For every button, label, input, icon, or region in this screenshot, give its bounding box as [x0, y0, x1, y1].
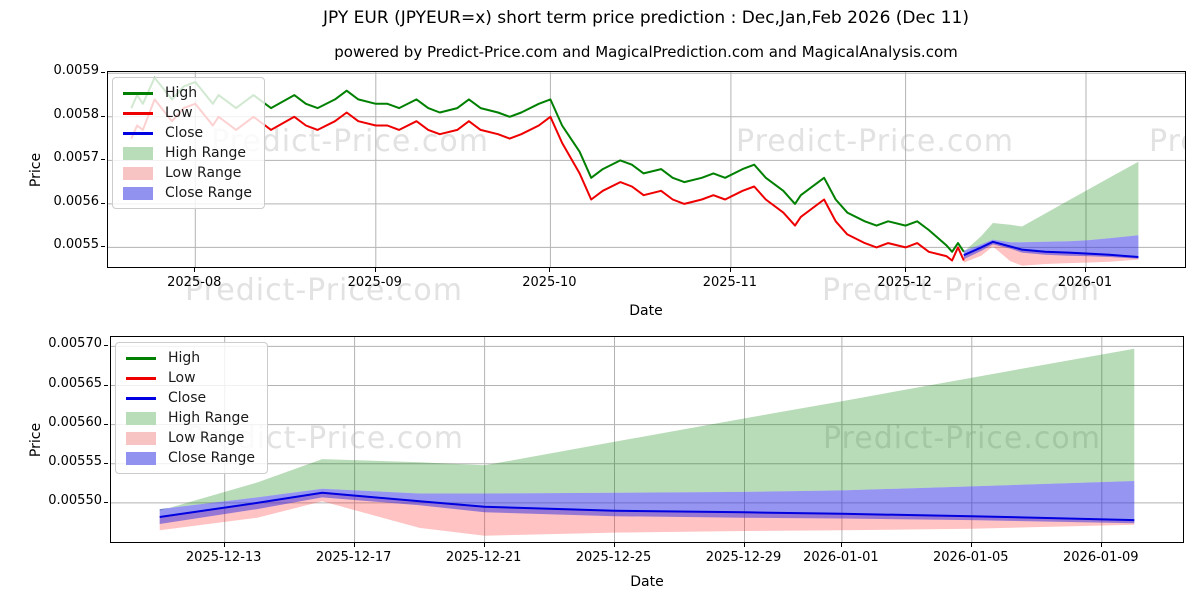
x-tick-label: 2025-11	[702, 275, 758, 290]
y-axis-label: Price	[28, 152, 44, 188]
chart-canvas	[111, 337, 1183, 542]
y-tick-label: 0.0058	[53, 106, 100, 122]
x-tick-label: 2025-12-25	[575, 550, 652, 565]
y-tick-mark	[104, 384, 108, 386]
y-tick-label: 0.0059	[53, 63, 100, 79]
x-axis-label: Date	[629, 303, 663, 319]
y-tick-mark	[101, 202, 105, 204]
legend-swatch-patch	[123, 166, 153, 180]
y-tick-label: 0.0055	[53, 237, 100, 253]
legend-swatch-line	[123, 91, 153, 95]
x-tick-mark	[483, 543, 485, 547]
x-tick-mark	[729, 268, 731, 272]
legend-swatch-line	[126, 376, 156, 380]
legend-swatch-patch	[123, 146, 153, 160]
plot-area: Predict-Price.com Predict-Price.com Pred…	[107, 71, 1186, 268]
price-history-chart: Predict-Price.com Predict-Price.com Pred…	[54, 63, 1186, 290]
legend-item: Close	[126, 390, 255, 406]
watermark-text: Predict-Price.com	[185, 273, 463, 308]
legend-swatch-patch	[126, 451, 156, 465]
forecast-detail-chart: Predict-Price.com Predict-Price.com 2025…	[48, 336, 1184, 565]
x-tick-label: 2025-12-29	[705, 550, 782, 565]
legend-item: Low Range	[123, 165, 252, 181]
x-tick-mark	[743, 543, 745, 547]
y-tick-mark	[104, 345, 108, 347]
legend-item: High	[126, 350, 255, 366]
legend-item: Low	[126, 370, 255, 386]
legend-item: Close Range	[126, 450, 255, 466]
y-tick-mark	[104, 501, 108, 503]
y-tick-mark	[104, 462, 108, 464]
x-tick-label: 2025-12-13	[185, 550, 262, 565]
legend-swatch-line	[123, 111, 153, 115]
x-tick-label: 2026-01-05	[933, 550, 1009, 565]
legend-swatch-line	[123, 131, 153, 135]
legend-label: Close	[165, 125, 204, 141]
legend-label: Low Range	[165, 165, 242, 181]
page-title: JPY EUR (JPYEUR=x) short term price pred…	[322, 8, 969, 28]
x-tick-mark	[549, 268, 551, 272]
x-tick-mark	[840, 543, 842, 547]
x-tick-label: 2025-12-21	[445, 550, 522, 565]
x-tick-label: 2025-10	[522, 275, 577, 290]
legend-label: High Range	[165, 145, 246, 161]
legend: High Low Close High Range Low Range Close Ran…	[115, 342, 268, 474]
legend-label: High	[165, 85, 198, 101]
legend-label: Low	[165, 105, 193, 121]
x-tick-mark	[613, 543, 615, 547]
legend-label: Close Range	[168, 450, 255, 466]
x-tick-label: 2026-01-01	[803, 550, 879, 565]
y-tick-label: 0.00550	[48, 492, 102, 508]
legend-item: Close	[123, 125, 252, 141]
legend-item: High Range	[126, 410, 255, 426]
legend-item: Low	[123, 105, 252, 121]
legend-swatch-line	[126, 396, 156, 400]
legend-label: Close	[168, 390, 207, 406]
y-axis-label: Price	[28, 422, 44, 458]
page-subtitle: powered by Predict-Price.com and Magical…	[334, 43, 958, 61]
x-tick-label: 2026-01-09	[1063, 550, 1139, 565]
y-tick-mark	[101, 115, 105, 117]
legend-label: High Range	[168, 410, 249, 426]
legend-swatch-patch	[126, 411, 156, 425]
watermark-text: Predict-Price.com	[1149, 124, 1185, 159]
plot-area: Predict-Price.com Predict-Price.com	[110, 336, 1184, 543]
legend-item: High Range	[123, 145, 252, 161]
watermark-text: Predict-Price.com	[736, 124, 1014, 159]
y-tick-mark	[101, 246, 105, 248]
legend-swatch-line	[126, 356, 156, 360]
legend-swatch-patch	[123, 186, 153, 200]
x-tick-mark	[223, 543, 225, 547]
y-tick-label: 0.00570	[48, 336, 102, 352]
y-tick-mark	[104, 423, 108, 425]
legend-swatch-patch	[126, 431, 156, 445]
y-tick-mark	[101, 159, 105, 161]
watermark-text: Predict-Price.com	[823, 420, 1101, 458]
x-tick-label: 2025-12-17	[315, 550, 392, 565]
x-axis-label: Date	[630, 574, 664, 590]
legend-label: Low Range	[168, 430, 245, 446]
watermark-text: Predict-Price.com	[822, 273, 1100, 308]
legend-label: High	[168, 350, 201, 366]
legend-item: High	[123, 85, 252, 101]
y-tick-label: 0.00565	[48, 375, 102, 391]
legend-label: Low	[168, 370, 196, 386]
legend: High Low Close High Range Low Range Close Ran…	[112, 77, 265, 209]
legend-item: Low Range	[126, 430, 255, 446]
x-tick-mark	[970, 543, 972, 547]
y-tick-mark	[101, 72, 105, 74]
x-tick-mark	[353, 543, 355, 547]
legend-item: Close Range	[123, 185, 252, 201]
x-tick-mark	[1100, 543, 1102, 547]
legend-label: Close Range	[165, 185, 252, 201]
chart-canvas	[108, 72, 1185, 267]
